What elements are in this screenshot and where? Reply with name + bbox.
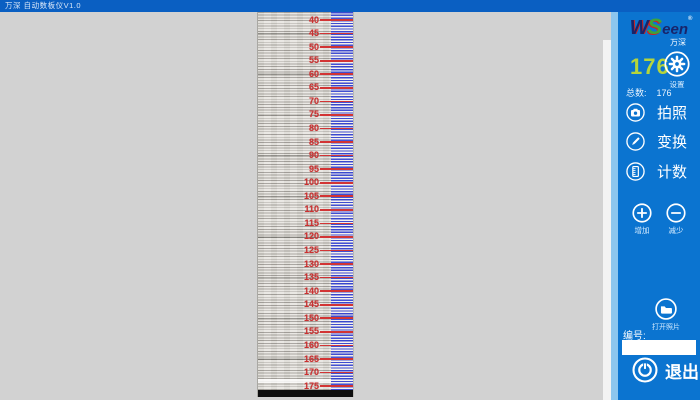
plus-icon (636, 207, 648, 219)
total-label: 总数: (626, 88, 647, 98)
count-marker: 100 (295, 177, 353, 188)
count-marker: 150 (295, 313, 353, 324)
serial-number-label: 编号: (623, 331, 646, 342)
transform-label: 变换 (657, 133, 688, 151)
take-photo-label: 拍照 (657, 104, 688, 122)
count-marker: 80 (295, 123, 353, 134)
ruler-icon (626, 161, 645, 181)
count-marker: 140 (295, 286, 353, 297)
count-marker: 50 (295, 42, 353, 53)
logo-subtitle: 万深 (670, 38, 686, 47)
strip-highlight-band (258, 379, 331, 383)
count-marker: 55 (295, 55, 353, 66)
exit-label: 退出 (665, 362, 699, 382)
control-sidebar: WSeen® 万深 176 设置 总数: 176 (618, 12, 700, 400)
open-photo-label: 打开照片 (652, 324, 680, 331)
count-marker: 85 (295, 137, 353, 148)
count-marker: 120 (295, 231, 353, 242)
count-marker: 90 (295, 150, 353, 161)
wseen-logo: WSeen® 万深 (628, 16, 694, 47)
count-marker: 170 (295, 367, 353, 378)
strip-end-bar (258, 390, 353, 397)
vertical-scrollbar[interactable] (603, 40, 611, 400)
count-marker: 60 (295, 69, 353, 80)
count-marker: 95 (295, 164, 353, 175)
count-marker: 70 (295, 96, 353, 107)
main-work-area: 40 45 50 55 60 65 70 75 80 85 90 95 100 105 110 115 120 1… (0, 12, 700, 400)
count-tick-overlay (331, 12, 353, 390)
count-marker: 65 (295, 82, 353, 93)
increase-button[interactable] (632, 203, 652, 223)
settings-label: 设置 (669, 80, 685, 89)
logo-letter-s: S (647, 14, 663, 39)
logo-letters-een: een (662, 21, 688, 38)
power-icon (632, 357, 658, 383)
folder-icon (660, 306, 672, 314)
take-photo-button[interactable]: 拍照 (626, 100, 687, 124)
camera-icon (626, 102, 645, 122)
count-marker: 135 (295, 272, 353, 283)
count-marker: 165 (295, 354, 353, 365)
decrease-label: 减少 (668, 226, 684, 235)
gear-icon (668, 55, 686, 73)
open-photo-button[interactable] (655, 298, 677, 320)
logo-registered-mark: ® (688, 16, 693, 22)
count-marker: 155 (295, 326, 353, 337)
board-strip-image[interactable]: 40 45 50 55 60 65 70 75 80 85 90 95 100 105 110 115 120 1… (257, 12, 354, 397)
exit-button[interactable]: 退出 (632, 357, 699, 383)
count-marker: 110 (295, 204, 353, 215)
transform-button[interactable]: 变换 (626, 129, 687, 153)
total-count-row: 总数: 176 (626, 86, 672, 99)
count-label: 计数 (657, 163, 688, 181)
settings-button[interactable] (664, 51, 690, 77)
window-titlebar: 万深 自动数板仪V1.0 (0, 0, 700, 12)
count-marker: 115 (295, 218, 353, 229)
count-marker: 75 (295, 109, 353, 120)
count-marker: 175 (295, 381, 353, 392)
window-title: 万深 自动数板仪V1.0 (5, 1, 82, 10)
sidebar-divider (611, 12, 618, 400)
count-marker: 105 (295, 191, 353, 202)
decrease-button[interactable] (666, 203, 686, 223)
logo-letter-w: W (629, 17, 649, 39)
count-marker: 130 (295, 259, 353, 270)
strip-marks: 40 45 50 55 60 65 70 75 80 85 90 95 100 105 110 115 120 1… (258, 12, 353, 397)
increase-label: 增加 (634, 226, 650, 235)
count-button[interactable]: 计数 (626, 159, 687, 183)
current-count-value: 176 (630, 54, 670, 79)
count-marker: 125 (295, 245, 353, 256)
serial-number-input[interactable] (622, 340, 696, 355)
count-marker: 145 (295, 299, 353, 310)
total-value: 176 (656, 88, 672, 98)
count-marker: 160 (295, 340, 353, 351)
count-marker: 40 (295, 15, 353, 26)
count-marker: 45 (295, 28, 353, 39)
pencil-icon (626, 131, 645, 151)
